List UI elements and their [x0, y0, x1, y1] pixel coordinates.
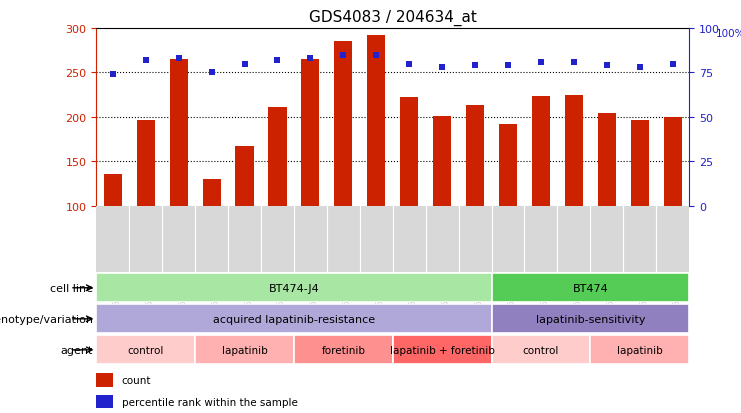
Bar [202, 180, 221, 206]
Bar [96, 273, 491, 303]
Bar [104, 175, 122, 206]
Text: control: control [127, 345, 164, 355]
Title: GDS4083 / 204634_at: GDS4083 / 204634_at [309, 10, 476, 26]
Bar [499, 125, 517, 206]
Text: BT474: BT474 [573, 283, 608, 293]
Bar [491, 335, 591, 365]
Bar [96, 395, 113, 408]
Bar [631, 120, 649, 206]
Bar [96, 374, 113, 387]
Bar [664, 118, 682, 206]
Text: lapatinib: lapatinib [617, 345, 662, 355]
Bar [96, 335, 195, 365]
Text: percentile rank within the sample: percentile rank within the sample [122, 396, 298, 406]
Bar [400, 98, 418, 206]
Bar [466, 105, 484, 206]
Bar [433, 117, 451, 206]
Bar [532, 96, 550, 206]
Text: BT474-J4: BT474-J4 [268, 283, 319, 293]
Bar [491, 273, 689, 303]
Text: foretinib: foretinib [322, 345, 365, 355]
Bar [294, 335, 393, 365]
Bar [268, 108, 287, 206]
Text: control: control [522, 345, 559, 355]
Bar [368, 36, 385, 206]
Bar [236, 147, 253, 206]
Bar [195, 335, 294, 365]
Bar [591, 335, 689, 365]
Bar [302, 60, 319, 206]
Text: acquired lapatinib-resistance: acquired lapatinib-resistance [213, 314, 375, 324]
Bar [598, 113, 616, 206]
Text: lapatinib: lapatinib [222, 345, 268, 355]
Bar [96, 304, 491, 334]
Bar [491, 304, 689, 334]
Text: agent: agent [61, 345, 93, 355]
Text: genotype/variation: genotype/variation [0, 314, 93, 324]
Text: lapatinib + foretinib: lapatinib + foretinib [390, 345, 494, 355]
Text: count: count [122, 375, 151, 385]
Bar [170, 60, 187, 206]
Bar [334, 42, 353, 206]
Text: cell line: cell line [50, 283, 93, 293]
Bar [565, 95, 583, 206]
Bar [393, 335, 491, 365]
Text: 100%: 100% [716, 29, 741, 39]
Bar [136, 120, 155, 206]
Text: lapatinib-sensitivity: lapatinib-sensitivity [536, 314, 645, 324]
